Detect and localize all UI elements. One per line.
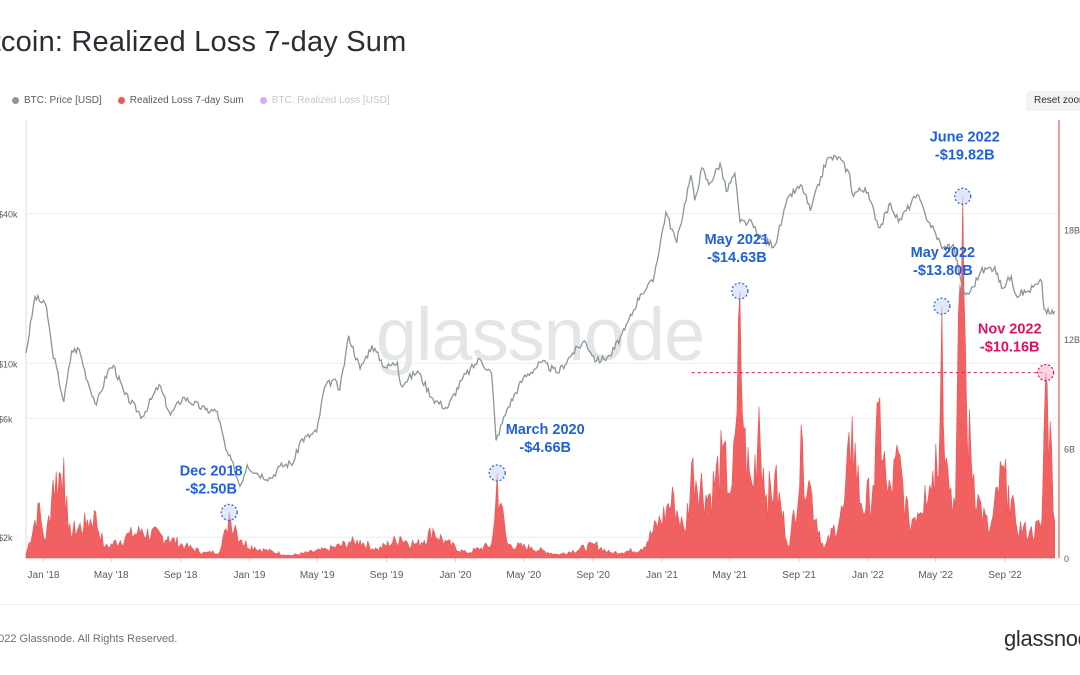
right-tick-label: 0 xyxy=(1064,554,1069,564)
chart-canvas: $2k $6k $10k $40k 0 6B 12B 18B Jan '18 May '18 Sep… xyxy=(0,120,1080,581)
watermark: glassnode xyxy=(376,293,704,376)
annotation-label: June 2022 xyxy=(930,129,1000,145)
x-tick-label: Jan '19 xyxy=(233,570,265,581)
annotation-value: -$14.63B xyxy=(707,250,767,266)
annotation-label: May 2021 xyxy=(705,232,770,248)
legend: BTC: Price [USD] Realized Loss 7-day Sum… xyxy=(12,95,390,106)
left-tick-label: $2k xyxy=(0,533,13,543)
x-tick-label: Sep '18 xyxy=(164,570,198,581)
x-tick-label: Sep '20 xyxy=(576,570,610,581)
reset-zoom-button[interactable]: Reset zoom xyxy=(1026,91,1080,111)
brand-logo: glassnode xyxy=(1004,626,1080,651)
footer-divider xyxy=(0,604,1080,605)
series-realized-loss-area xyxy=(25,196,1055,559)
x-tick-label: Jan '18 xyxy=(28,570,60,581)
legend-label: Realized Loss 7-day Sum xyxy=(129,95,244,106)
annotation-value: -$13.80B xyxy=(913,263,973,279)
x-tick-label: Jan '21 xyxy=(646,570,678,581)
annotation-marker xyxy=(954,187,972,205)
x-tick-label: Sep '21 xyxy=(782,570,816,581)
annotation-label: March 2020 xyxy=(506,422,585,438)
annotation-value: -$2.50B xyxy=(185,481,237,497)
chart-title: itcoin: Realized Loss 7-day Sum xyxy=(0,26,407,58)
left-tick-label: $10k xyxy=(0,359,18,369)
x-tick-label: Sep '19 xyxy=(370,570,404,581)
right-tick-label: 6B xyxy=(1064,445,1075,455)
legend-item-price[interactable]: BTC: Price [USD] xyxy=(12,95,102,106)
x-tick-label: Sep '22 xyxy=(988,570,1022,581)
annotation-marker xyxy=(220,503,238,521)
x-tick-label: Jan '20 xyxy=(439,570,471,581)
x-tick-label: May '20 xyxy=(506,570,541,581)
left-tick-label: $6k xyxy=(0,414,13,424)
annotation-label: May 2022 xyxy=(911,245,976,261)
annotation-marker xyxy=(488,464,506,482)
annotation-value: -$4.66B xyxy=(519,440,571,456)
annotation-value: -$19.82B xyxy=(935,147,995,163)
legend-item-realized-loss-7d[interactable]: Realized Loss 7-day Sum xyxy=(117,95,244,106)
legend-dot-icon xyxy=(12,97,19,104)
annotation-marker xyxy=(933,297,951,315)
legend-dot-icon xyxy=(259,97,267,104)
x-tick-label: May '21 xyxy=(712,570,747,581)
x-tick-label: Jan '22 xyxy=(852,570,884,581)
legend-dot-icon xyxy=(117,97,125,104)
legend-label: BTC: Price [USD] xyxy=(24,95,102,106)
left-tick-label: $40k xyxy=(0,209,18,219)
right-tick-label: 12B xyxy=(1064,335,1080,345)
x-tick-label: May '22 xyxy=(918,570,953,581)
annotation-value: -$10.16B xyxy=(980,340,1040,356)
annotation-label: Dec 2018 xyxy=(180,463,243,479)
annotation-marker xyxy=(1037,363,1055,382)
annotation-marker xyxy=(731,282,749,300)
legend-item-realized-loss[interactable]: BTC: Realized Loss [USD] xyxy=(259,95,390,106)
x-tick-label: May '19 xyxy=(300,570,335,581)
annotation-label: Nov 2022 xyxy=(978,322,1042,338)
x-tick-label: May '18 xyxy=(94,570,129,581)
copyright-text: 2022 Glassnode. All Rights Reserved. xyxy=(0,633,178,645)
series-price-line xyxy=(25,154,1056,489)
right-tick-label: 18B xyxy=(1064,226,1080,236)
legend-label: BTC: Realized Loss [USD] xyxy=(271,95,390,106)
